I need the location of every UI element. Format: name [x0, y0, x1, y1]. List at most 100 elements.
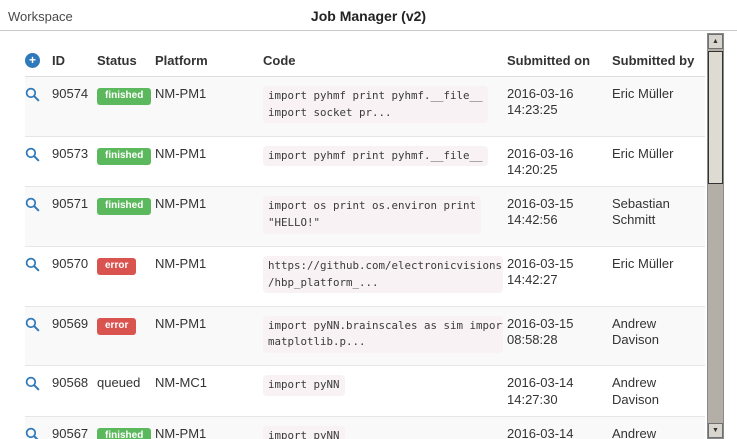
submitted-date: 2016-03-15 [507, 255, 574, 271]
submitted-time: 14:27:30 [507, 391, 558, 407]
status-badge: error [97, 317, 137, 335]
table-row: 90573 finished NM-PM1 import pyhmf print… [25, 136, 705, 187]
submitted-by-cell: Eric Müller [612, 86, 674, 101]
top-bar: Workspace Job Manager (v2) [0, 0, 737, 31]
code-cell: import pyNN [263, 416, 507, 439]
code-snippet: import pyNN [263, 425, 345, 439]
submitted-on-cell: 2016-03-15 08:58:28 [507, 306, 612, 366]
submitted-date: 2016-03-14 [507, 375, 574, 391]
column-header-submitted-on: Submitted on [507, 32, 612, 77]
scroll-up-button[interactable]: ▲ [708, 34, 723, 49]
submitted-time: 08:58:28 [507, 331, 558, 347]
job-id: 90570 [52, 255, 89, 271]
submitted-date: 2016-03-15 [507, 196, 574, 212]
scroll-down-button[interactable]: ▼ [708, 423, 723, 438]
column-header-code: Code [263, 32, 507, 77]
table-header-row: + ID Status Platform Code Submitted on S… [25, 32, 705, 77]
status-cell: finished [97, 77, 155, 137]
submitted-by-cell: Andrew Davison [612, 315, 659, 347]
status-cell: finished [97, 416, 155, 439]
platform-cell: NM-PM1 [155, 315, 207, 331]
table-row: 90574 finished NM-PM1 import pyhmf print… [25, 76, 705, 137]
vertical-scrollbar[interactable]: ▲ ▼ [707, 33, 724, 439]
table-row: 90568 queued NM-MC1 import pyNN 2016-03-… [25, 366, 705, 417]
submitted-by-cell: Eric Müller [612, 255, 674, 271]
magnifier-icon[interactable] [25, 257, 40, 276]
platform-cell: NM-PM1 [155, 255, 207, 271]
submitted-on-cell: 2016-03-14 14:27:15 [507, 416, 612, 439]
table-row: 90567 finished NM-PM1 import pyNN 2016-0… [25, 416, 705, 439]
submitted-on-cell: 2016-03-15 14:42:56 [507, 187, 612, 247]
submitted-by-cell: Sebastian Schmitt [612, 196, 670, 228]
view-job-cell [25, 366, 52, 417]
submitted-date: 2016-03-15 [507, 315, 574, 331]
view-job-cell [25, 246, 52, 306]
column-header-status: Status [97, 32, 155, 77]
status-cell: error [97, 246, 155, 306]
job-id: 90567 [52, 425, 89, 439]
view-job-cell [25, 416, 52, 439]
status-cell: finished [97, 187, 155, 247]
code-snippet: import pyhmf print pyhmf.__file__ import… [263, 86, 488, 124]
column-header-submitted-by: Submitted by [612, 32, 705, 77]
code-snippet: import pyhmf print pyhmf.__file__ [263, 145, 488, 167]
status-badge: finished [97, 198, 152, 216]
scrollbar-thumb[interactable] [708, 51, 723, 184]
view-job-cell [25, 306, 52, 366]
submitted-time: 14:42:56 [507, 212, 558, 228]
submitted-by-cell: Andrew Davison [612, 375, 659, 407]
magnifier-icon[interactable] [25, 147, 40, 166]
code-snippet: import pyNN [263, 375, 345, 397]
code-cell: import pyNN [263, 366, 507, 417]
job-id: 90569 [52, 315, 89, 331]
magnifier-icon[interactable] [25, 376, 40, 395]
job-id: 90568 [52, 375, 89, 391]
table-row: 90571 finished NM-PM1 import os print os… [25, 186, 705, 247]
column-header-id: ID [52, 32, 97, 77]
submitted-by-cell: Andrew Davison [612, 425, 657, 439]
job-table: + ID Status Platform Code Submitted on S… [25, 32, 705, 439]
status-cell: error [97, 306, 155, 366]
add-job-icon[interactable]: + [25, 53, 40, 68]
workspace-label: Workspace [8, 9, 73, 24]
magnifier-icon[interactable] [25, 197, 40, 216]
table-row: 90570 error NM-PM1 https://github.com/el… [25, 246, 705, 307]
view-job-cell [25, 187, 52, 247]
platform-cell: NM-PM1 [155, 86, 207, 101]
submitted-date: 2016-03-16 [507, 145, 574, 161]
submitted-on-cell: 2016-03-15 14:42:27 [507, 246, 612, 306]
status-badge: finished [97, 88, 152, 105]
magnifier-icon[interactable] [25, 427, 40, 439]
status-cell: finished [97, 136, 155, 187]
column-header-platform: Platform [155, 32, 263, 77]
status-badge: finished [97, 427, 152, 439]
magnifier-icon[interactable] [25, 87, 40, 106]
status-badge: queued [97, 375, 141, 391]
code-cell: https://github.com/electronicvisions /hb… [263, 246, 507, 306]
magnifier-icon[interactable] [25, 317, 40, 336]
code-snippet: import os print os.environ print "HELLO!… [263, 196, 482, 234]
submitted-by-cell: Eric Müller [612, 145, 674, 161]
submitted-on-cell: 2016-03-14 14:27:30 [507, 366, 612, 417]
job-id: 90574 [52, 86, 89, 101]
platform-cell: NM-PM1 [155, 425, 207, 439]
job-table-container: + ID Status Platform Code Submitted on S… [25, 32, 705, 439]
platform-cell: NM-MC1 [155, 375, 207, 391]
submitted-time: 14:42:27 [507, 272, 558, 288]
code-cell: import os print os.environ print "HELLO!… [263, 187, 507, 247]
view-job-cell [25, 77, 52, 137]
table-row: 90569 error NM-PM1 import pyNN.brainscal… [25, 306, 705, 366]
code-cell: import pyNN.brainscales as sim import ma… [263, 306, 507, 366]
submitted-time: 14:23:25 [507, 102, 558, 118]
status-badge: finished [97, 147, 152, 165]
platform-cell: NM-PM1 [155, 196, 207, 212]
page-title: Job Manager (v2) [310, 8, 427, 24]
submitted-time: 14:20:25 [507, 161, 558, 177]
status-cell: queued [97, 366, 155, 417]
code-cell: import pyhmf print pyhmf.__file__ import… [263, 77, 507, 137]
submitted-date: 2016-03-14 [507, 425, 574, 439]
submitted-date: 2016-03-16 [507, 86, 574, 101]
submitted-on-cell: 2016-03-16 14:20:25 [507, 136, 612, 187]
platform-cell: NM-PM1 [155, 145, 207, 161]
